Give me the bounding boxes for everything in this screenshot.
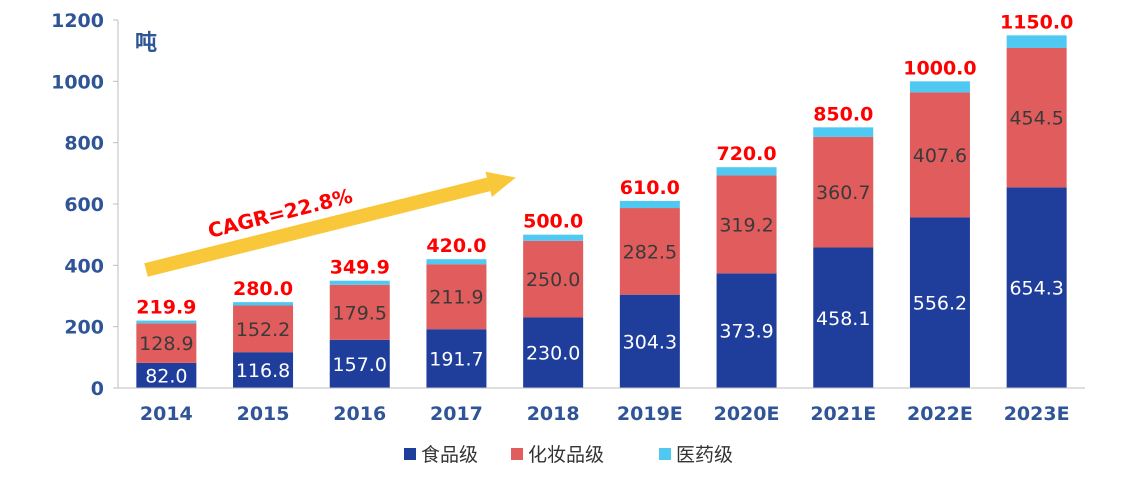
bar-segment-pharma: [813, 127, 874, 137]
food-value-label: 230.0: [526, 343, 580, 365]
bar-segment-cosmetic: [619, 208, 680, 295]
bar-segment-pharma: [329, 280, 390, 285]
y-tick-label: 1200: [51, 10, 104, 32]
y-unit-label: 吨: [135, 31, 157, 56]
bar-segment-pharma: [1006, 35, 1067, 48]
bar-segment-pharma: [136, 320, 197, 324]
bar-segment-cosmetic: [909, 92, 970, 218]
x-category-label: 2023E: [1004, 403, 1070, 425]
bar-segment-cosmetic: [716, 175, 777, 274]
bars-group: 82.0 128.9 219.9 116.8 152.2 280.0 157.0 179.5 3…: [136, 11, 1073, 388]
food-value-label: 654.3: [1009, 278, 1063, 300]
food-value-label: 556.2: [913, 293, 967, 315]
x-category-label: 2021E: [810, 403, 876, 425]
bar-segment-food: [1006, 187, 1067, 388]
x-category-label: 2020E: [714, 403, 780, 425]
bar-segment-cosmetic: [233, 305, 294, 353]
total-value-label: 850.0: [813, 103, 873, 125]
y-tick-label: 600: [64, 194, 104, 216]
bar-segment-food: [136, 362, 197, 388]
bar-segment-cosmetic: [523, 240, 584, 318]
cosmetic-value-label: 250.0: [526, 269, 580, 291]
bar-segment-food: [619, 294, 680, 388]
bar-segment-pharma: [523, 234, 584, 241]
food-value-label: 116.8: [236, 360, 290, 382]
bar-segment-food: [813, 247, 874, 388]
y-tick-label: 0: [91, 378, 104, 400]
total-value-label: 219.9: [136, 297, 196, 319]
cosmetic-value-label: 360.7: [816, 182, 870, 204]
legend-food-label: 食品级: [421, 444, 478, 466]
cosmetic-value-label: 179.5: [333, 302, 387, 324]
bar-segment-cosmetic: [329, 284, 390, 340]
total-value-label: 610.0: [620, 177, 680, 199]
total-value-label: 720.0: [716, 143, 776, 165]
food-value-label: 304.3: [623, 331, 677, 353]
bar-segment-food: [329, 339, 390, 388]
cosmetic-value-label: 211.9: [429, 287, 483, 309]
legend-food-swatch: [404, 448, 416, 460]
food-value-label: 157.0: [333, 354, 387, 376]
bar-segment-cosmetic: [813, 136, 874, 248]
bar-segment-food: [523, 317, 584, 388]
y-tick-label: 800: [64, 133, 104, 155]
bar-segment-food: [716, 273, 777, 388]
x-category-label: 2022E: [907, 403, 973, 425]
cosmetic-value-label: 454.5: [1009, 108, 1063, 130]
total-value-label: 1150.0: [1000, 11, 1073, 33]
bar-segment-cosmetic: [426, 264, 487, 330]
bar-segment-food: [233, 352, 294, 388]
x-category-label: 2015: [237, 403, 290, 425]
cagr-arrow-head: [485, 171, 516, 197]
legend: 食品级 化妆品级 医药级: [404, 444, 733, 466]
legend-cosmetic-label: 化妆品级: [528, 444, 604, 466]
bar-segment-food: [426, 329, 487, 388]
y-axis: 0 200 400 600 800 1000 1200: [51, 10, 119, 400]
cosmetic-value-label: 282.5: [623, 241, 677, 263]
x-axis: 2014 2015 2016 2017 2018 2019E 2020E 2021E 2022E…: [118, 387, 1085, 425]
bar-segment-cosmetic: [136, 323, 197, 363]
food-value-label: 458.1: [816, 308, 870, 330]
cosmetic-value-label: 407.6: [913, 145, 967, 167]
x-category-label: 2016: [333, 403, 386, 425]
x-category-label: 2014: [140, 403, 193, 425]
bar-segment-pharma: [716, 167, 777, 176]
total-value-label: 420.0: [426, 235, 486, 257]
x-category-label: 2018: [527, 403, 580, 425]
y-tick-label: 1000: [51, 71, 104, 93]
cosmetic-value-label: 128.9: [139, 333, 193, 355]
y-tick-label: 400: [64, 255, 104, 277]
cosmetic-value-label: 319.2: [719, 214, 773, 236]
total-value-label: 500.0: [523, 211, 583, 233]
food-value-label: 191.7: [429, 349, 483, 371]
x-category-label: 2019E: [617, 403, 683, 425]
bar-segment-pharma: [619, 200, 680, 209]
bar-segment-pharma: [233, 302, 294, 306]
bar-segment-cosmetic: [1006, 47, 1067, 188]
cosmetic-value-label: 152.2: [236, 319, 290, 341]
legend-pharma-swatch: [659, 448, 671, 460]
y-tick-label: 200: [64, 317, 104, 339]
food-value-label: 373.9: [719, 321, 773, 343]
bar-segment-pharma: [909, 81, 970, 93]
total-value-label: 280.0: [233, 278, 293, 300]
bar-segment-pharma: [426, 259, 487, 265]
legend-pharma-label: 医药级: [676, 444, 733, 466]
cagr-arrow-shaft: [144, 177, 491, 277]
bar-segment-food: [909, 217, 970, 388]
food-value-label: 82.0: [145, 365, 187, 387]
legend-cosmetic-swatch: [511, 448, 523, 460]
total-value-label: 1000.0: [903, 57, 976, 79]
x-category-label: 2017: [430, 403, 483, 425]
total-value-label: 349.9: [330, 257, 390, 279]
